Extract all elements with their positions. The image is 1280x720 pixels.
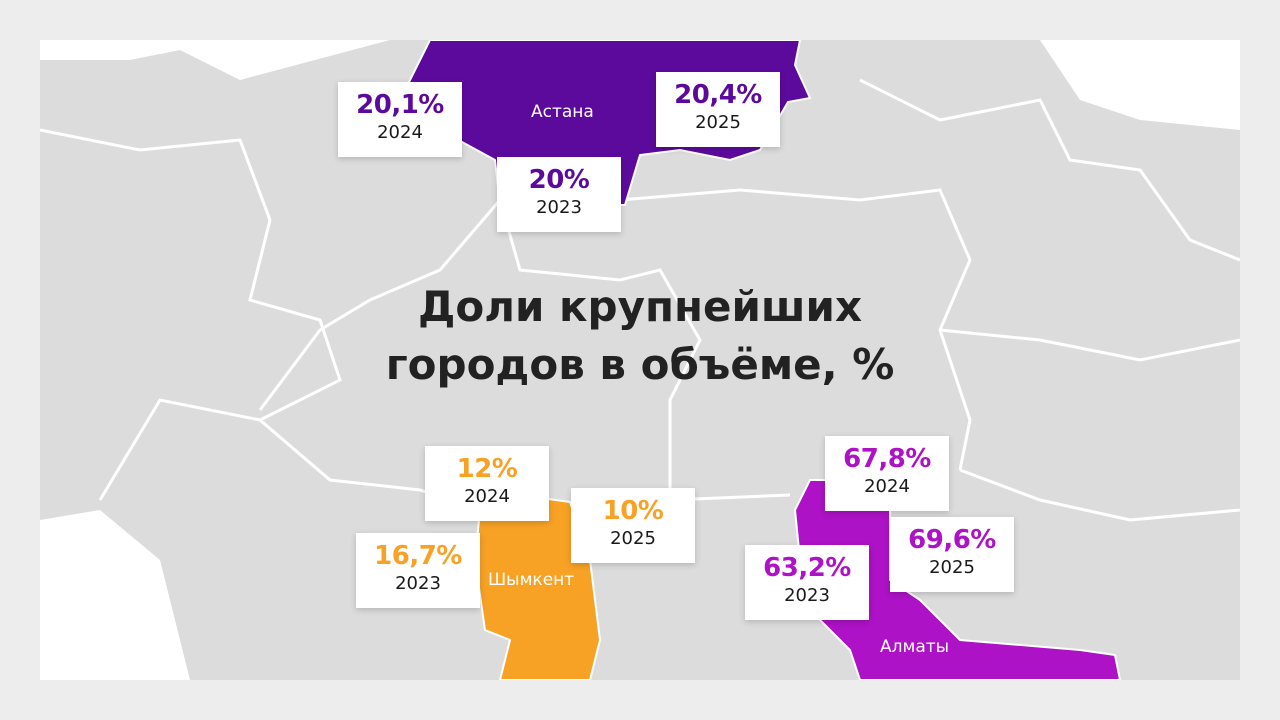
figure-card: 69,6% 2025: [890, 517, 1014, 592]
year-label: 2023: [395, 573, 441, 594]
year-label: 2024: [864, 476, 910, 497]
figure-card: 16,7% 2023: [356, 533, 480, 608]
share-value: 10%: [602, 496, 664, 526]
figure-card: 12% 2024: [425, 446, 549, 521]
year-label: 2025: [929, 557, 975, 578]
map-panel: Доли крупнейших городов в объёме, % Аста…: [40, 40, 1240, 680]
shymkent-region: [473, 493, 602, 680]
figure-card: 63,2% 2023: [745, 545, 869, 620]
share-value: 67,8%: [843, 444, 931, 474]
city-name: Астана: [531, 102, 594, 122]
city-name: Шымкент: [488, 570, 575, 590]
year-label: 2023: [536, 197, 582, 218]
share-value: 69,6%: [908, 525, 996, 555]
share-value: 63,2%: [763, 553, 851, 583]
figure-card: 67,8% 2024: [825, 436, 949, 511]
year-label: 2025: [610, 528, 656, 549]
city-name: Алматы: [880, 637, 950, 657]
share-value: 20,4%: [674, 80, 762, 110]
outside-area: [40, 510, 190, 680]
title-line: Доли крупнейших: [417, 282, 863, 331]
figure-card: 20,1% 2024: [338, 82, 462, 157]
year-label: 2023: [784, 585, 830, 606]
figure-card: 10% 2025: [571, 488, 695, 563]
outside-area: [1050, 40, 1240, 130]
year-label: 2024: [377, 122, 423, 143]
year-label: 2024: [464, 486, 510, 507]
figure-card: 20,4% 2025: [656, 72, 780, 147]
figure-card: 20% 2023: [497, 157, 621, 232]
year-label: 2025: [695, 112, 741, 133]
share-value: 20,1%: [356, 90, 444, 120]
share-value: 12%: [456, 454, 518, 484]
title-line: городов в объёме, %: [385, 340, 895, 389]
share-value: 20%: [528, 165, 590, 195]
share-value: 16,7%: [374, 541, 462, 571]
